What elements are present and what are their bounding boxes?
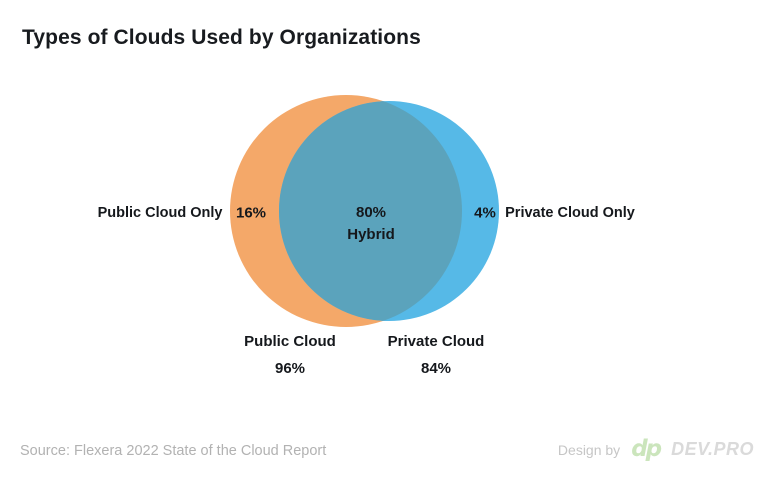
source-attribution: Source: Flexera 2022 State of the Cloud … (20, 443, 327, 459)
design-credit: Design by dp DEV.PRO (558, 438, 754, 461)
hybrid-value: 80% (355, 204, 387, 221)
private-cloud-name: Private Cloud (387, 333, 485, 350)
private-cloud-total-value: 84% (420, 360, 452, 377)
private-cloud-total: Private Cloud 84% (388, 333, 485, 377)
private-cloud-only-label: Private Cloud Only (505, 205, 635, 221)
private-only-value: 4% (474, 204, 496, 222)
public-cloud-name: Public Cloud (244, 333, 336, 350)
devpro-logo-icon: dp (631, 436, 662, 462)
chart-title: Types of Clouds Used by Organizations (22, 26, 421, 49)
public-cloud-only-label: Public Cloud Only (97, 205, 223, 221)
public-cloud-total: Public Cloud 96% (244, 333, 336, 377)
hybrid-label: Hybrid (347, 226, 395, 243)
public-only-value: 16% (235, 204, 267, 222)
hybrid-center-label: 80% Hybrid (347, 202, 395, 246)
public-cloud-total-value: 96% (274, 360, 306, 377)
devpro-brand-name: DEV.PRO (671, 439, 754, 459)
hybrid-overlap-region (279, 101, 462, 321)
design-by-label: Design by (557, 441, 621, 458)
